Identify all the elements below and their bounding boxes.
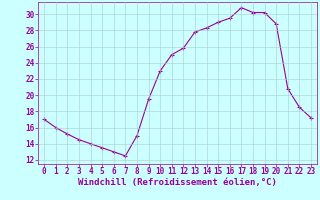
X-axis label: Windchill (Refroidissement éolien,°C): Windchill (Refroidissement éolien,°C)	[78, 178, 277, 187]
